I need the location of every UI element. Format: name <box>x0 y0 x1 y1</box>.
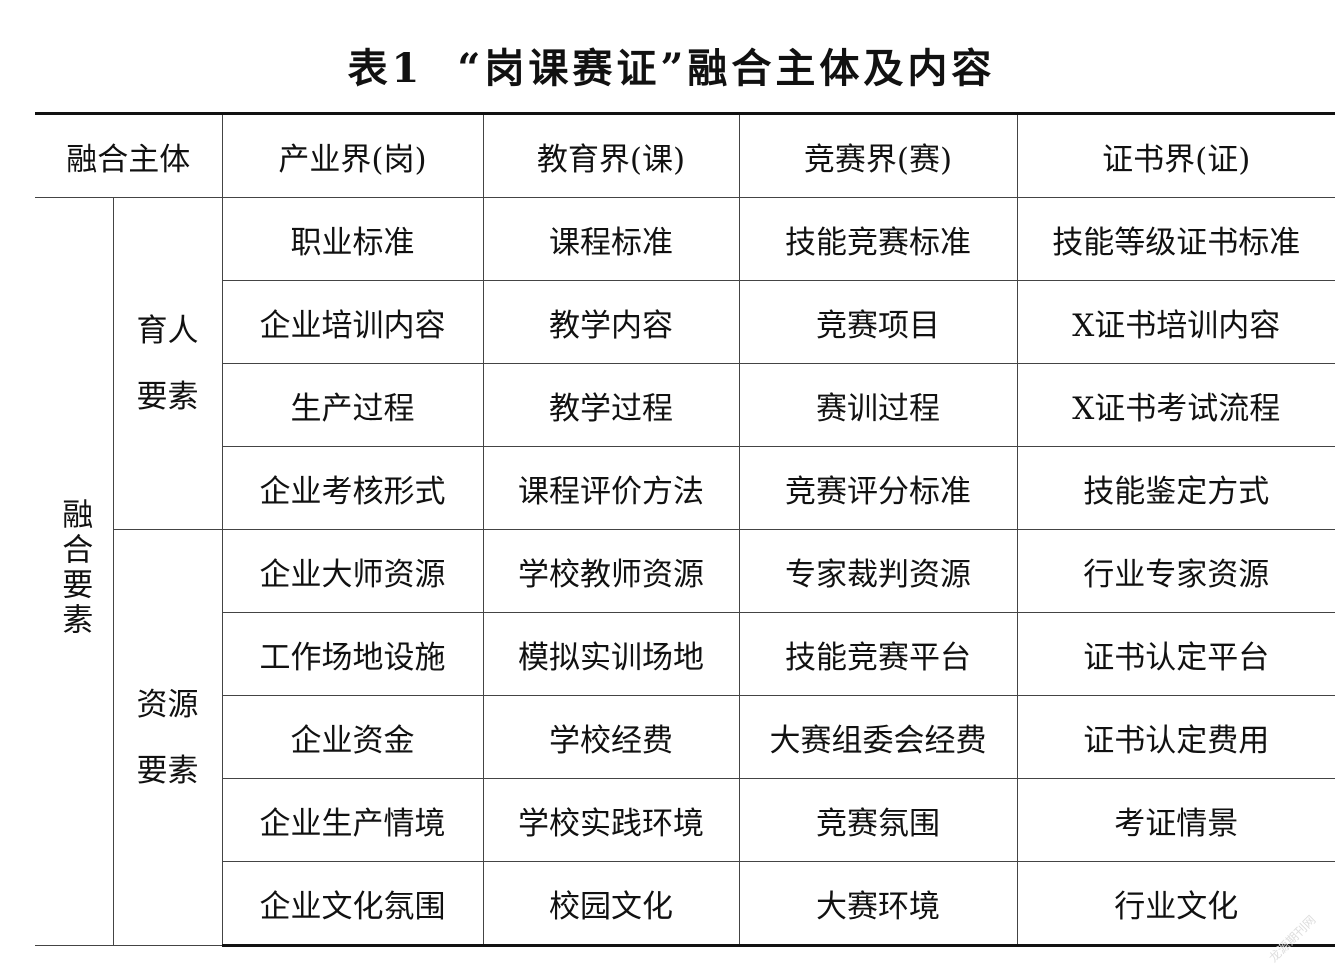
header-certificate: 证书界(证) <box>1016 112 1335 198</box>
header-competition: 竞赛界(赛) <box>738 112 1018 198</box>
table-cell: 竞赛评分标准 <box>738 446 1018 530</box>
table-cell: 企业考核形式 <box>222 446 484 530</box>
table-cell: 大赛环境 <box>738 861 1018 947</box>
table-cell: 考证情景 <box>1016 778 1335 862</box>
table-cell: 课程评价方法 <box>482 446 740 530</box>
table-cell: 技能鉴定方式 <box>1016 446 1335 530</box>
table-cell: 技能竞赛标准 <box>738 197 1018 281</box>
header-subject: 融合主体 <box>35 112 223 198</box>
table-row: 融合要素 育人 要素 职业标准 课程标准 技能竞赛标准 技能等级证书标准 <box>35 197 1335 946</box>
table-cell: 教学过程 <box>482 363 740 447</box>
group-resource-elements: 资源 要素 <box>113 529 223 946</box>
table-cell: 证书认定平台 <box>1016 612 1335 696</box>
table-cell: 技能等级证书标准 <box>1016 197 1335 281</box>
table-cell: 技能竞赛平台 <box>738 612 1018 696</box>
group-label-line2: 要素 <box>136 378 199 415</box>
table-row: 资源 要素 企业大师资源 学校教师资源 专家裁判资源 行业专家资源 <box>35 529 1335 946</box>
table-number: 表1 <box>347 45 424 92</box>
table-row: 企业生产情境 学校实践环境 竞赛氛围 考证情景 <box>35 778 1335 862</box>
table-cell: 学校教师资源 <box>482 529 740 613</box>
table-cell: 企业培训内容 <box>222 280 484 364</box>
elements-label: 融合要素 <box>35 197 114 946</box>
group-label-line2: 要素 <box>136 752 199 789</box>
table-row: 企业培训内容 教学内容 竞赛项目 X证书培训内容 <box>35 280 1335 364</box>
table-cell: 校园文化 <box>482 861 740 947</box>
table-cell: X证书培训内容 <box>1016 280 1335 364</box>
table-cell: 职业标准 <box>221 197 484 281</box>
header-row: 融合主体 产业界(岗) 教育界(课) 竞赛界(赛) 证书界(证) <box>35 112 1335 198</box>
table-cell: 课程标准 <box>482 197 740 281</box>
table-row: 生产过程 教学过程 赛训过程 X证书考试流程 <box>35 363 1335 447</box>
table-cell: 企业资金 <box>222 695 484 779</box>
table-row: 企业考核形式 课程评价方法 竞赛评分标准 技能鉴定方式 <box>35 446 1335 530</box>
table-cell: 专家裁判资源 <box>738 529 1018 613</box>
table-row: 工作场地设施 模拟实训场地 技能竞赛平台 证书认定平台 <box>35 612 1335 696</box>
table-cell: 学校经费 <box>482 695 740 779</box>
elements-label-text: 融合要素 <box>56 497 93 638</box>
table-cell: 生产过程 <box>222 363 484 447</box>
table-cell: 学校实践环境 <box>482 778 740 862</box>
fusion-table: 融合主体 产业界(岗) 教育界(课) 竞赛界(赛) 证书界(证) 融合要素 育人要… <box>35 112 1335 947</box>
table-caption: “岗课赛证”融合主体及内容 <box>457 45 996 92</box>
header-education: 教育界(课) <box>482 112 740 198</box>
table-cell: 竞赛项目 <box>738 280 1018 364</box>
table-cell: 竞赛氛围 <box>738 778 1018 862</box>
table-cell: 企业文化氛围 <box>222 861 484 947</box>
table-cell: X证书考试流程 <box>1016 363 1335 447</box>
table-cell: 行业文化 <box>1016 861 1335 947</box>
table-cell: 教学内容 <box>482 280 740 364</box>
table-row: 企业文化氛围 校园文化 大赛环境 行业文化 <box>35 861 1335 947</box>
table-title: 表1 “岗课赛证”融合主体及内容 <box>0 36 1343 94</box>
table-cell: 工作场地设施 <box>222 612 484 696</box>
table-cell: 模拟实训场地 <box>482 612 740 696</box>
table-cell: 大赛组委会经费 <box>738 695 1018 779</box>
table-cell: 赛训过程 <box>738 363 1018 447</box>
group-education-elements: 育人 要素 <box>112 197 223 530</box>
group-label-line1: 资源 <box>136 686 199 723</box>
table-row: 企业资金 学校经费 大赛组委会经费 证书认定费用 <box>35 695 1335 779</box>
table-cell: 证书认定费用 <box>1016 695 1335 779</box>
table-cell: 企业生产情境 <box>222 778 484 862</box>
table-cell: 企业大师资源 <box>221 529 484 613</box>
header-industry: 产业界(岗) <box>221 112 484 198</box>
group-label-line1: 育人 <box>136 312 199 349</box>
table-cell: 行业专家资源 <box>1016 529 1335 613</box>
